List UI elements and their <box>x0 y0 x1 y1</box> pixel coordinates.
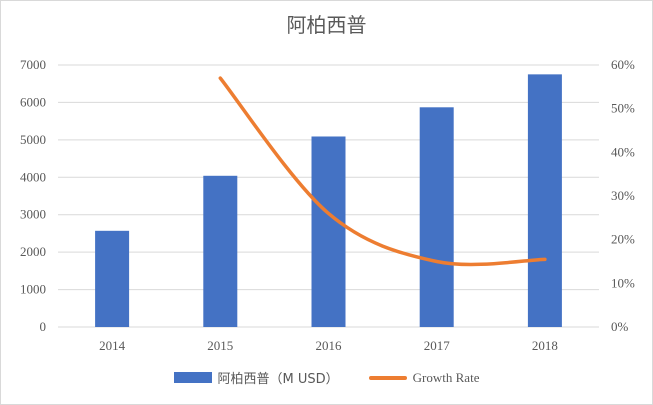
y-right-tick-label: 10% <box>611 275 635 290</box>
y-left-tick-label: 2000 <box>20 244 46 259</box>
x-tick-label: 2016 <box>316 338 343 353</box>
y-right-tick-label: 60% <box>611 57 635 72</box>
y-right-tick-label: 0% <box>611 319 629 334</box>
bar <box>527 74 562 327</box>
legend-line-swatch <box>368 375 407 380</box>
bar <box>203 175 238 327</box>
y-left-tick-label: 0 <box>40 319 47 334</box>
x-tick-label: 2017 <box>424 338 451 353</box>
bar <box>311 136 346 327</box>
y-right-tick-label: 20% <box>611 232 635 247</box>
y-right-tick-label: 40% <box>611 144 635 159</box>
legend-item-bar: 阿柏西普（M USD） <box>173 368 339 387</box>
y-right-tick-label: 30% <box>611 188 635 203</box>
bar <box>95 230 130 327</box>
x-tick-label: 2018 <box>532 338 558 353</box>
legend-bar-swatch <box>173 372 212 383</box>
y-left-tick-label: 3000 <box>20 207 46 222</box>
y-right-tick-label: 50% <box>611 101 635 116</box>
chart-title: 阿柏西普 <box>286 13 367 37</box>
legend-item-line: Growth Rate <box>368 369 480 386</box>
y-left-tick-label: 5000 <box>20 132 46 147</box>
x-tick-label: 2015 <box>207 338 233 353</box>
legend-bar-label: 阿柏西普（M USD） <box>217 372 339 387</box>
y-left-tick-label: 4000 <box>20 169 46 184</box>
y-left-tick-label: 1000 <box>20 282 46 297</box>
legend-line-label: Growth Rate <box>412 369 480 385</box>
y-left-tick-label: 7000 <box>20 57 46 72</box>
x-tick-label: 2014 <box>99 338 126 353</box>
growth-rate-line <box>218 76 547 267</box>
legend: 阿柏西普（M USD） Growth Rate <box>1 368 652 387</box>
y-left-tick-label: 6000 <box>20 94 46 109</box>
bar <box>419 107 454 328</box>
